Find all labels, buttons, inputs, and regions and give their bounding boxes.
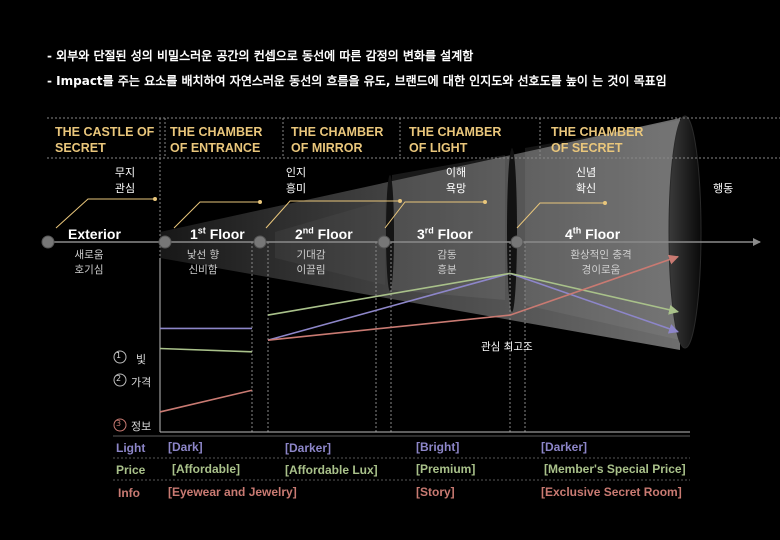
- info-series-line-seg-1: [159, 389, 253, 413]
- floor-exterior-label: Exterior: [68, 226, 121, 242]
- price-cell-2: [Affordable Lux]: [285, 463, 378, 477]
- floor-3-label: 3rd Floor: [417, 225, 473, 242]
- light-series-line-seg-2: [267, 272, 511, 341]
- price-series-line-seg-1: [159, 347, 253, 353]
- stage-4f-top: 신념 확신: [556, 165, 616, 197]
- stage-2f-sub: 기대감 이끌림: [296, 249, 326, 276]
- stage-exterior-top-2: 관심: [114, 182, 136, 195]
- light-cell-2: [Darker]: [285, 441, 332, 455]
- info-cell-1: [Eyewear and Jewelry]: [168, 485, 297, 499]
- row-light-label: Light: [116, 441, 146, 455]
- timeline-nodes: [41, 235, 524, 249]
- chamber-light-title: THE CHAMBER OF LIGHT: [409, 125, 502, 155]
- legend-price-label: 가격: [131, 376, 152, 389]
- callout-dots: [153, 197, 607, 205]
- info-series-line-seg-2: [267, 314, 511, 341]
- price-cell-3: [Premium]: [416, 462, 476, 476]
- chamber-secret-title: THE CHAMBER OF SECRET: [551, 125, 644, 155]
- info-cell-3: [Story]: [416, 485, 455, 499]
- stage-4f-top-2: 확신: [575, 182, 597, 195]
- floor-2-label: 2nd Floor: [295, 225, 353, 242]
- light-cell-4: [Darker]: [541, 440, 588, 454]
- series-layer: [159, 254, 679, 413]
- light-series-line-seg-3: [509, 272, 679, 334]
- chamber-castle-title: THE CASTLE OF SECRET: [55, 125, 155, 155]
- info-series-line-seg-3: [509, 254, 679, 316]
- light-cell-1: [Dark]: [168, 440, 203, 454]
- stage-2f-top-2: 흥미: [285, 182, 307, 195]
- legend-num-3-glyph: 3: [116, 419, 122, 428]
- price-series-line-seg-2: [267, 272, 511, 316]
- price-series-line-seg-3: [509, 272, 679, 315]
- stage-exterior-sub: 새로움 호기심: [74, 249, 104, 276]
- stage-4f-top-1: 신념: [575, 166, 597, 179]
- chamber-mirror-title: THE CHAMBER OF MIRROR: [291, 125, 384, 155]
- table-grid: [113, 435, 690, 481]
- row-info-label: Info: [118, 486, 140, 500]
- stage-3f-top-2: 욕망: [445, 182, 467, 195]
- legend-light-label: 빛: [136, 353, 147, 366]
- info-cell-4: [Exclusive Secret Room]: [541, 485, 682, 499]
- price-cell-1: [Affordable]: [172, 462, 240, 476]
- stage-1f-sub: 낯선 향 신비함: [186, 249, 220, 276]
- bullet-1: - 외부와 단절된 성의 비밀스러운 공간의 컨셉으로 동선에 따른 감정의 변…: [47, 49, 474, 63]
- stage-exterior-top: 무지 관심: [95, 165, 155, 197]
- light-cell-3: [Bright]: [416, 440, 460, 454]
- stage-3f-sub: 감동 흥분: [437, 249, 457, 276]
- stage-2f-top: 인지 흥미: [266, 165, 326, 197]
- action-label: 행동: [713, 182, 734, 195]
- legend-markers: [113, 350, 127, 432]
- peak-label: 관심 최고조: [481, 341, 533, 353]
- stage-3f-top-1: 이해: [445, 166, 467, 179]
- stage-exterior-top-1: 무지: [114, 166, 136, 179]
- price-cell-4: [Member's Special Price]: [544, 462, 686, 476]
- row-price-label: Price: [116, 463, 146, 477]
- stage-2f-top-1: 인지: [285, 166, 307, 179]
- legend-info-label: 정보: [131, 420, 152, 433]
- legend-num-2-glyph: 2: [116, 374, 122, 383]
- floor-1-label: 1st Floor: [190, 225, 245, 242]
- callout-lines: [55, 198, 605, 229]
- stage-3f-top: 이해 욕망: [426, 165, 486, 197]
- chamber-entrance-title: THE CHAMBER OF ENTRANCE: [170, 125, 263, 155]
- floor-4-label: 4th Floor: [565, 225, 621, 242]
- bullet-2: - Impact를 주는 요소를 배치하여 자연스러운 동선의 흐름을 유도, …: [47, 74, 667, 88]
- stage-4f-sub: 환상적인 충격 경이로움: [570, 249, 632, 276]
- legend-num-1-glyph: 1: [116, 351, 122, 360]
